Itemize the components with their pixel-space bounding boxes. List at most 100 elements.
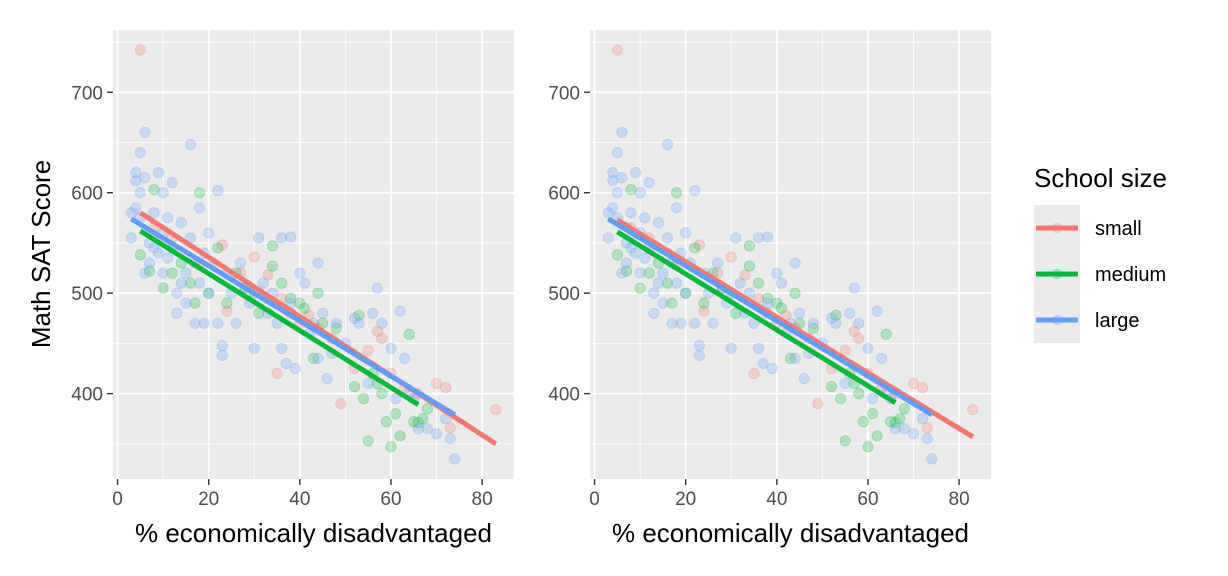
point-medium: [835, 393, 847, 405]
x-tick-label: 80: [472, 489, 493, 510]
point-large: [734, 277, 746, 289]
point-large: [216, 339, 228, 352]
point-medium: [611, 249, 623, 261]
point-large: [134, 146, 146, 159]
point-large: [689, 317, 701, 329]
legend-keys: small medium large: [1034, 205, 1166, 343]
point-large: [661, 138, 674, 151]
panel-left: 0 20 40 60 80 400 500 600 700 % economically disa…: [71, 30, 514, 548]
point-medium: [276, 277, 288, 289]
point-large: [693, 349, 705, 362]
point-medium: [212, 242, 224, 254]
point-medium: [330, 322, 342, 334]
point-large: [689, 185, 701, 197]
point-medium: [666, 297, 678, 309]
x-tick-label: 80: [949, 489, 970, 510]
point-large: [666, 317, 678, 329]
y-tick-label: 600: [71, 184, 103, 205]
point-large: [389, 393, 402, 405]
point-large: [753, 232, 765, 244]
point-large: [775, 277, 787, 289]
point-medium: [253, 307, 265, 319]
point-medium: [353, 309, 365, 321]
point-medium: [862, 441, 874, 453]
point-large: [602, 207, 614, 219]
legend: School size small medium large: [1034, 163, 1167, 343]
fit-line-small: [616, 217, 975, 439]
point-large: [203, 287, 215, 299]
point-medium: [148, 184, 160, 196]
point-medium: [417, 413, 429, 425]
x-tick-label: 20: [675, 489, 696, 510]
point-large: [639, 252, 651, 264]
point-large: [794, 307, 806, 319]
point-large: [257, 277, 269, 289]
point-medium: [762, 292, 774, 304]
point-medium: [362, 435, 374, 447]
axes: 0 20 40 60 80 400 500 600 700: [548, 83, 969, 510]
point-medium: [294, 297, 306, 309]
point-medium: [312, 287, 324, 299]
point-large: [285, 231, 297, 243]
point-large: [661, 232, 674, 244]
point-large: [248, 342, 260, 355]
point-small: [848, 325, 860, 337]
point-medium: [784, 352, 797, 365]
point-large: [629, 247, 642, 259]
point-large: [848, 282, 860, 294]
point-large: [321, 372, 333, 385]
point-large: [871, 305, 883, 317]
point-large: [162, 212, 174, 224]
point-large: [294, 267, 306, 279]
point-medium: [753, 277, 765, 289]
point-large: [657, 297, 669, 309]
point-medium: [894, 413, 906, 425]
legend-item-large: large: [1034, 297, 1139, 343]
point-medium: [885, 416, 897, 428]
point-large: [171, 307, 183, 319]
legend-label: small: [1095, 218, 1142, 240]
point-large: [634, 187, 646, 199]
point-large: [611, 146, 623, 159]
point-small: [725, 251, 737, 263]
point-large: [634, 267, 646, 279]
x-tick-label: 60: [380, 489, 401, 510]
point-large: [276, 232, 288, 244]
point-large: [180, 267, 192, 279]
point-small: [907, 377, 920, 390]
point-large: [753, 342, 765, 355]
point-medium: [853, 388, 865, 400]
x-axis-title: % economically disadvantaged: [612, 518, 969, 548]
point-large: [289, 362, 301, 375]
point-large: [203, 227, 215, 239]
point-large: [171, 287, 183, 299]
point-large: [130, 202, 142, 214]
legend-label: medium: [1095, 264, 1166, 286]
point-large: [198, 317, 210, 329]
point-small: [444, 422, 456, 434]
point-large: [376, 317, 388, 329]
point-small: [698, 305, 710, 317]
point-large: [921, 433, 933, 445]
x-tick-label: 40: [289, 489, 310, 510]
point-small: [248, 251, 260, 263]
point-medium: [889, 417, 901, 429]
point-small: [739, 269, 751, 281]
point-medium: [348, 380, 361, 393]
point-medium: [807, 322, 819, 334]
point-medium: [358, 393, 370, 405]
point-large: [926, 453, 938, 465]
point-large: [693, 339, 705, 352]
point-large: [639, 212, 651, 224]
point-large: [907, 428, 920, 440]
point-large: [298, 277, 310, 289]
point-large: [766, 362, 778, 375]
point-large: [276, 342, 288, 355]
point-medium: [730, 307, 742, 319]
point-small: [812, 398, 824, 410]
point-small: [271, 367, 283, 380]
point-medium: [898, 403, 911, 415]
point-large: [189, 317, 201, 329]
point-large: [157, 187, 169, 199]
